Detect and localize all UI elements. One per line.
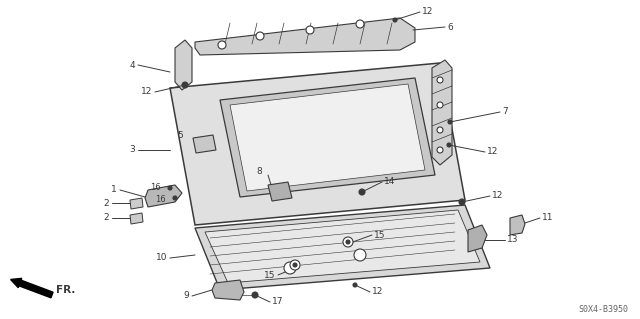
Text: 8: 8 — [256, 167, 262, 176]
Circle shape — [252, 292, 258, 298]
Text: 17: 17 — [272, 298, 284, 307]
Circle shape — [356, 20, 364, 28]
Polygon shape — [130, 198, 143, 209]
Circle shape — [293, 263, 297, 267]
Circle shape — [437, 127, 443, 133]
Circle shape — [437, 77, 443, 83]
Text: 11: 11 — [542, 213, 554, 222]
Circle shape — [168, 186, 172, 190]
Circle shape — [437, 147, 443, 153]
Circle shape — [182, 82, 188, 88]
Polygon shape — [193, 135, 216, 153]
Circle shape — [256, 32, 264, 40]
Circle shape — [290, 260, 300, 270]
Text: 7: 7 — [502, 108, 508, 116]
Text: 10: 10 — [156, 254, 167, 263]
Polygon shape — [268, 182, 292, 201]
Text: 16: 16 — [150, 183, 161, 192]
Text: 12: 12 — [492, 191, 504, 201]
Circle shape — [353, 283, 357, 287]
Polygon shape — [175, 40, 192, 90]
Text: 12: 12 — [422, 8, 433, 17]
Polygon shape — [220, 78, 435, 197]
Text: 12: 12 — [141, 87, 152, 97]
Text: S0X4-B3950: S0X4-B3950 — [578, 306, 628, 315]
Polygon shape — [145, 185, 182, 207]
Text: 12: 12 — [372, 287, 383, 296]
Text: 16: 16 — [155, 196, 166, 204]
Polygon shape — [170, 63, 465, 225]
Text: 1: 1 — [111, 186, 117, 195]
Text: 12: 12 — [487, 147, 499, 157]
Polygon shape — [510, 215, 525, 235]
Polygon shape — [230, 84, 425, 191]
Text: 9: 9 — [183, 292, 189, 300]
Text: 2: 2 — [104, 198, 109, 207]
Circle shape — [437, 102, 443, 108]
Text: 3: 3 — [129, 145, 135, 154]
Circle shape — [343, 237, 353, 247]
Circle shape — [459, 199, 465, 205]
Circle shape — [346, 240, 350, 244]
Text: 15: 15 — [264, 271, 275, 279]
Circle shape — [173, 196, 177, 200]
Polygon shape — [212, 280, 244, 300]
FancyArrow shape — [11, 278, 53, 298]
Text: 15: 15 — [374, 231, 385, 240]
Polygon shape — [205, 210, 480, 283]
Circle shape — [354, 249, 366, 261]
Text: 13: 13 — [507, 235, 518, 244]
Circle shape — [306, 26, 314, 34]
Circle shape — [447, 143, 451, 147]
Circle shape — [448, 120, 452, 124]
Text: 14: 14 — [384, 177, 396, 187]
Polygon shape — [468, 225, 487, 252]
Text: 4: 4 — [129, 61, 135, 70]
Text: 5: 5 — [177, 130, 183, 139]
Text: 6: 6 — [447, 23, 452, 32]
Polygon shape — [195, 205, 490, 290]
Polygon shape — [130, 213, 143, 224]
Text: FR.: FR. — [56, 285, 76, 295]
Circle shape — [359, 189, 365, 195]
Polygon shape — [195, 18, 415, 55]
Polygon shape — [432, 60, 452, 165]
Circle shape — [393, 18, 397, 22]
Text: 2: 2 — [104, 213, 109, 222]
Circle shape — [218, 41, 226, 49]
Circle shape — [284, 262, 296, 274]
